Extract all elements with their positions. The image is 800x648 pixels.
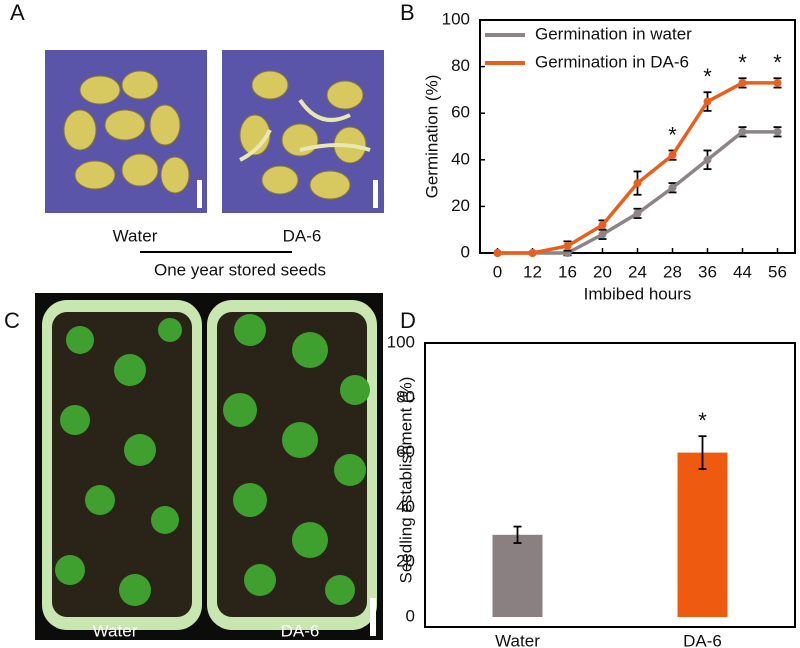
x-tick-label: Water bbox=[495, 631, 540, 648]
point bbox=[598, 230, 607, 239]
legend-label: Germination in DA-6 bbox=[535, 52, 689, 71]
y-tick-label: 0 bbox=[406, 606, 415, 625]
y-tick-label: 60 bbox=[451, 103, 470, 122]
photo-label: DA-6 bbox=[283, 226, 322, 245]
y-axis-label: Germination (%) bbox=[422, 75, 441, 199]
point bbox=[703, 155, 712, 164]
x-tick-label: 16 bbox=[558, 262, 577, 281]
x-tick-label: 0 bbox=[493, 262, 502, 281]
x-tick-label: 28 bbox=[663, 262, 682, 281]
y-tick-label: 100 bbox=[387, 332, 415, 351]
significance-mark: * bbox=[773, 50, 782, 75]
x-tick-label: 12 bbox=[523, 262, 542, 281]
y-tick-label: 60 bbox=[396, 442, 415, 461]
significance-mark: * bbox=[668, 122, 677, 147]
point bbox=[738, 127, 747, 136]
y-tick-label: 20 bbox=[396, 552, 415, 571]
photo-label: DA-6 bbox=[281, 621, 320, 640]
y-tick-label: 20 bbox=[451, 196, 470, 215]
y-tick-label: 80 bbox=[396, 387, 415, 406]
y-tick-label: 100 bbox=[442, 9, 470, 28]
photo-label: Water bbox=[93, 621, 138, 640]
panel-label: A bbox=[10, 0, 25, 25]
panel-label: C bbox=[4, 308, 20, 333]
bar bbox=[492, 534, 543, 617]
y-tick-label: 40 bbox=[451, 149, 470, 168]
point bbox=[668, 151, 677, 160]
series-line bbox=[497, 81, 778, 255]
point bbox=[668, 183, 677, 192]
significance-mark: * bbox=[738, 50, 747, 75]
x-tick-label: 20 bbox=[593, 262, 612, 281]
plot-frame bbox=[424, 342, 796, 628]
point bbox=[633, 179, 642, 188]
bar bbox=[677, 452, 728, 617]
point bbox=[528, 249, 537, 257]
y-tick-label: 0 bbox=[461, 242, 470, 261]
x-tick-label: 44 bbox=[733, 262, 752, 281]
x-tick-label: 56 bbox=[768, 262, 787, 281]
panel-label: B bbox=[400, 0, 415, 25]
point bbox=[738, 78, 747, 87]
photo-label: Water bbox=[113, 226, 158, 245]
seedling-photo bbox=[35, 293, 383, 640]
point bbox=[598, 221, 607, 230]
point bbox=[773, 78, 782, 87]
x-tick-label: 24 bbox=[628, 262, 647, 281]
seed-photo bbox=[222, 50, 384, 213]
x-tick-label: DA-6 bbox=[683, 631, 722, 648]
significance-mark: * bbox=[698, 408, 707, 433]
photo-caption: One year stored seeds bbox=[154, 260, 326, 279]
point bbox=[563, 242, 572, 251]
x-tick-label: 36 bbox=[698, 262, 717, 281]
legend-label: Germination in water bbox=[535, 24, 692, 43]
x-axis-label: Imbibed hours bbox=[584, 284, 692, 303]
y-tick-label: 80 bbox=[451, 56, 470, 75]
panel-label: D bbox=[400, 308, 416, 333]
y-axis-label: Seedling establishment (%) bbox=[396, 377, 415, 584]
point bbox=[773, 127, 782, 136]
point bbox=[493, 249, 502, 257]
seed-photo bbox=[45, 50, 207, 213]
point bbox=[703, 97, 712, 106]
significance-mark: * bbox=[703, 64, 712, 89]
y-tick-label: 40 bbox=[396, 497, 415, 516]
point bbox=[633, 209, 642, 218]
